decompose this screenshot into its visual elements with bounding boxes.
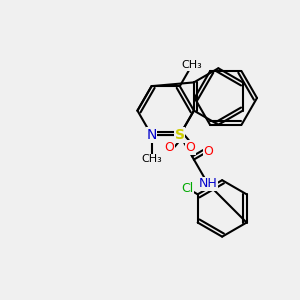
Text: S: S [175, 128, 185, 142]
Text: NH: NH [199, 178, 218, 190]
Text: N: N [146, 128, 157, 142]
Text: CH₃: CH₃ [182, 60, 202, 70]
Text: O: O [164, 141, 174, 154]
Text: Cl: Cl [181, 182, 194, 195]
Text: CH₃: CH₃ [141, 154, 162, 164]
Text: O: O [185, 141, 195, 154]
Text: O: O [203, 145, 213, 158]
